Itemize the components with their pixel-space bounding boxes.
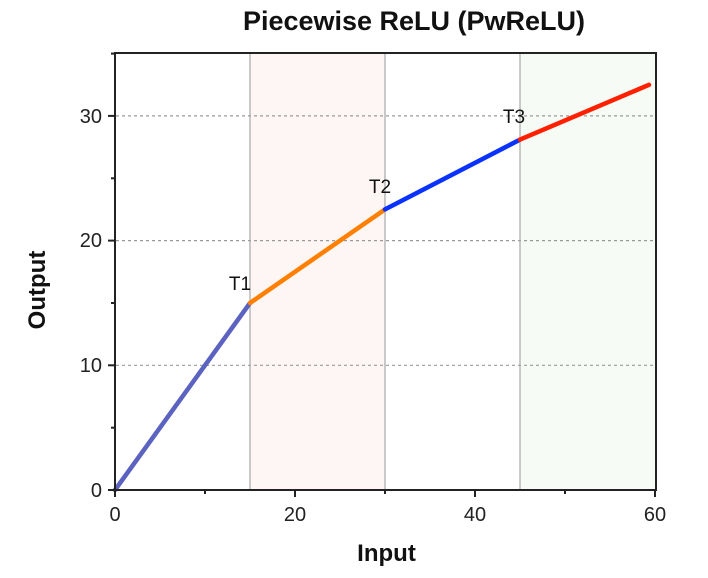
annotation-t2: T2 <box>369 177 391 198</box>
y-tick-label: 0 <box>91 480 102 502</box>
x-tick-label: 0 <box>109 504 120 526</box>
threshold-lines <box>249 53 521 490</box>
y-tick-label: 30 <box>80 106 102 128</box>
x-axis-label: Input <box>357 540 416 567</box>
segment-t1-t2 <box>247 207 388 306</box>
shaded-region-t3-end <box>520 53 656 490</box>
data-lines <box>112 82 652 493</box>
shaded-region-t1-t2 <box>250 53 385 490</box>
y-tick-label: 20 <box>80 230 102 252</box>
x-tick-label: 40 <box>464 504 486 526</box>
segment-t2-t3 <box>382 137 523 212</box>
x-tick-label: 60 <box>644 504 666 526</box>
chart-title: Piecewise ReLU (PwReLU) <box>242 6 586 36</box>
y-ticks <box>108 52 115 491</box>
x-tick-label: 20 <box>284 504 306 526</box>
segment-t3-end <box>517 82 652 142</box>
segment-0-t1 <box>112 300 253 493</box>
annotation-t3: T3 <box>503 107 525 128</box>
x-ticks <box>114 490 656 497</box>
y-tick-label: 10 <box>80 355 102 377</box>
annotation-t1: T1 <box>229 274 251 295</box>
